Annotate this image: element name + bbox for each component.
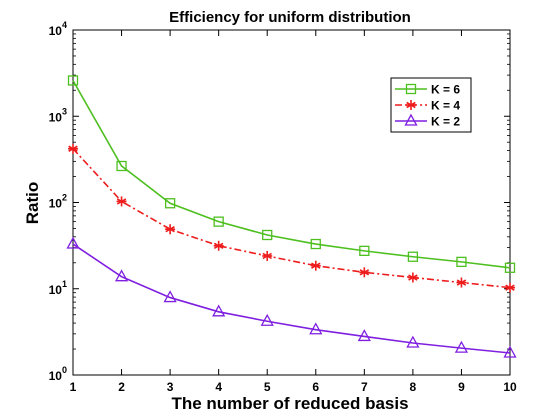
legend: K = 6 K = 4 K = 2 (390, 77, 472, 133)
data-point (116, 196, 127, 207)
data-point (503, 345, 517, 358)
data-point (66, 236, 80, 249)
y-tick-label: 101 (49, 279, 67, 297)
y-tick-label: 104 (49, 20, 67, 38)
legend-marker (404, 113, 418, 126)
legend-label: K = 6 (431, 83, 460, 97)
x-tick-label: 7 (361, 380, 368, 394)
data-point (359, 245, 370, 257)
legend-label: K = 2 (431, 115, 460, 129)
series-line (72, 243, 511, 354)
data-point (213, 240, 224, 251)
data-point (456, 256, 467, 268)
data-point (164, 198, 176, 209)
x-tick-label: 8 (410, 380, 417, 394)
y-tick-label: 102 (49, 193, 67, 211)
data-point (114, 269, 129, 282)
data-point (163, 290, 177, 303)
x-tick-label: 3 (167, 380, 174, 394)
plot-area: 100 101 102 103 104 1 2 3 4 5 6 7 8 9 10 (49, 20, 517, 394)
x-tick-label: 6 (312, 380, 319, 394)
data-point (262, 229, 273, 241)
x-tick-label: 10 (503, 380, 517, 394)
data-point (260, 313, 274, 326)
data-point (67, 75, 79, 86)
data-point (406, 335, 420, 348)
data-point (359, 267, 370, 278)
series-line (72, 148, 511, 289)
y-axis-label: Ratio (23, 182, 42, 225)
data-point (262, 250, 273, 261)
data-point (454, 340, 469, 353)
y-tick-label: 103 (49, 106, 67, 124)
x-tick-label: 4 (215, 380, 222, 394)
data-point (505, 282, 515, 293)
data-point (504, 262, 516, 273)
data-point (165, 224, 176, 235)
legend-marker (406, 100, 416, 110)
data-point (456, 277, 467, 288)
x-tick-label: 1 (70, 380, 77, 394)
data-point (357, 329, 371, 342)
data-point (212, 304, 226, 317)
data-point (407, 251, 419, 262)
y-tick-label: 100 (49, 365, 67, 383)
legend-marker (405, 83, 417, 95)
x-axis-label: The number of reduced basis (171, 394, 408, 413)
legend-box (390, 77, 472, 133)
series-line (72, 80, 511, 269)
chart-title: Efficiency for uniform distribution (169, 9, 411, 26)
data-point (407, 272, 418, 283)
x-tick-label: 5 (264, 380, 271, 394)
x-tick-label: 2 (118, 380, 125, 394)
data-point (213, 216, 224, 227)
data-point (310, 238, 321, 250)
data-point (309, 322, 323, 335)
data-point (116, 160, 127, 172)
legend-label: K = 4 (431, 99, 460, 113)
x-tick-label: 9 (458, 380, 465, 394)
data-point (68, 143, 78, 154)
data-point (310, 260, 321, 271)
